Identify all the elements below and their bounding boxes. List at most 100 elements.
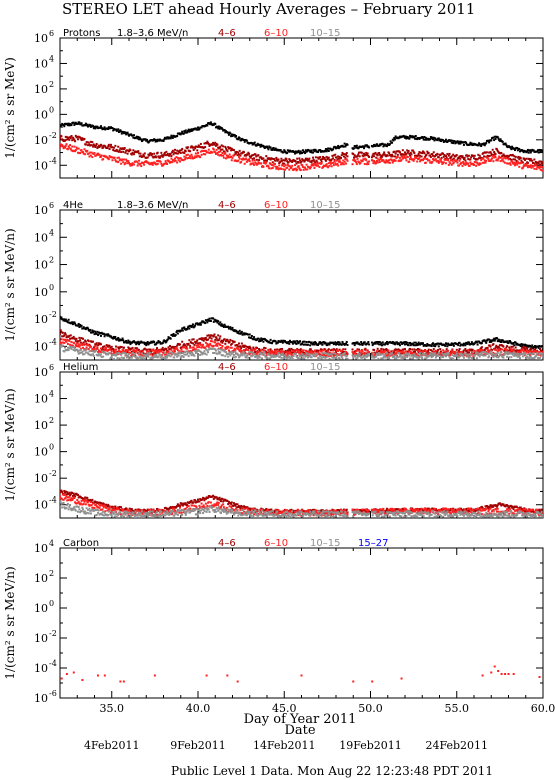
data-point bbox=[208, 343, 211, 346]
data-point bbox=[158, 353, 161, 356]
data-point bbox=[157, 340, 160, 343]
data-point bbox=[85, 346, 88, 349]
data-point bbox=[148, 351, 151, 354]
data-point bbox=[504, 142, 507, 145]
data-point bbox=[418, 151, 421, 154]
data-point bbox=[529, 354, 532, 357]
data-point bbox=[533, 357, 536, 360]
data-point bbox=[275, 342, 278, 345]
data-point bbox=[526, 150, 529, 153]
data-point bbox=[274, 147, 277, 150]
data-point bbox=[444, 350, 447, 353]
data-point bbox=[431, 136, 434, 139]
data-point bbox=[297, 161, 300, 164]
data-point bbox=[158, 352, 161, 355]
data-point bbox=[540, 162, 543, 165]
data-point bbox=[124, 131, 127, 134]
data-point bbox=[170, 154, 173, 157]
data-point bbox=[179, 343, 182, 346]
data-point bbox=[476, 343, 479, 346]
data-point bbox=[345, 351, 348, 354]
data-point bbox=[332, 349, 335, 352]
data-point bbox=[500, 151, 503, 154]
data-point bbox=[150, 154, 153, 157]
data-point bbox=[171, 151, 174, 154]
data-point bbox=[286, 353, 289, 356]
data-point bbox=[306, 343, 309, 346]
data-point bbox=[179, 152, 182, 155]
data-point bbox=[120, 338, 123, 341]
data-point bbox=[327, 349, 330, 352]
data-point bbox=[419, 160, 422, 163]
data-point bbox=[232, 149, 235, 152]
data-point bbox=[284, 355, 287, 358]
data-point bbox=[220, 347, 223, 350]
data-point bbox=[398, 151, 401, 154]
data-point bbox=[542, 149, 543, 152]
data-point bbox=[222, 349, 225, 352]
data-point bbox=[353, 344, 356, 347]
data-point bbox=[534, 160, 537, 163]
data-point bbox=[193, 343, 196, 346]
data-point bbox=[531, 344, 534, 347]
data-point bbox=[318, 166, 321, 169]
data-point bbox=[437, 351, 440, 354]
data-point bbox=[526, 148, 529, 151]
data-point bbox=[132, 149, 135, 152]
data-point bbox=[482, 354, 485, 357]
data-point bbox=[64, 146, 67, 149]
data-point bbox=[282, 168, 285, 171]
data-point bbox=[299, 348, 302, 351]
data-point bbox=[341, 162, 344, 165]
data-point bbox=[417, 354, 420, 357]
data-point bbox=[195, 156, 198, 159]
data-point bbox=[72, 137, 75, 140]
data-point bbox=[522, 165, 525, 168]
data-point bbox=[243, 151, 245, 154]
data-point bbox=[490, 350, 493, 353]
data-point bbox=[332, 355, 335, 358]
data-point bbox=[409, 158, 412, 161]
data-point bbox=[95, 143, 98, 146]
data-point bbox=[431, 353, 434, 356]
data-point bbox=[417, 153, 420, 156]
data-point bbox=[76, 342, 79, 345]
data-point bbox=[71, 323, 74, 326]
data-point bbox=[475, 161, 478, 164]
data-point bbox=[197, 343, 199, 346]
data-point bbox=[196, 339, 199, 342]
data-point bbox=[64, 318, 67, 321]
data-point bbox=[237, 153, 240, 156]
data-point bbox=[283, 340, 286, 343]
data-point bbox=[451, 158, 454, 161]
data-point bbox=[360, 151, 363, 154]
data-point bbox=[135, 160, 138, 163]
data-point bbox=[525, 151, 528, 154]
data-point bbox=[230, 147, 233, 150]
data-point bbox=[414, 135, 417, 138]
data-point bbox=[447, 154, 450, 157]
data-point bbox=[243, 140, 246, 143]
legend-entry: 10–15 bbox=[310, 28, 340, 39]
data-point bbox=[434, 137, 437, 140]
data-point bbox=[247, 356, 250, 359]
data-point bbox=[495, 353, 498, 356]
data-point bbox=[66, 346, 69, 349]
data-point bbox=[521, 355, 524, 358]
data-point bbox=[156, 349, 159, 352]
data-point bbox=[539, 151, 542, 154]
legend-entry: 6–10 bbox=[264, 362, 288, 373]
data-point bbox=[92, 354, 95, 357]
data-point bbox=[317, 162, 320, 165]
data-point bbox=[323, 354, 326, 357]
data-point bbox=[108, 352, 111, 355]
data-point bbox=[281, 341, 284, 344]
data-point bbox=[248, 347, 251, 350]
data-point bbox=[296, 348, 299, 351]
data-point bbox=[237, 354, 240, 357]
data-point bbox=[516, 355, 519, 358]
data-point bbox=[130, 133, 133, 136]
data-point bbox=[173, 151, 176, 154]
data-point bbox=[259, 145, 262, 148]
y-tick-exponent: 6 bbox=[49, 201, 54, 210]
